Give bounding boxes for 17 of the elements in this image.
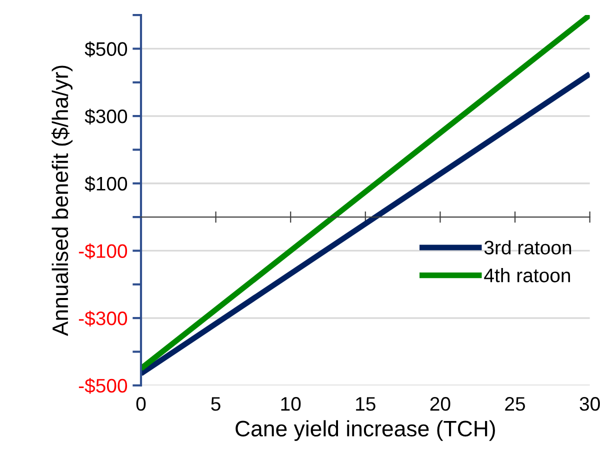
x-tick-label: 0 — [136, 397, 146, 411]
x-tick-label: 15 — [356, 397, 376, 411]
legend-label: 4th ratoon — [484, 268, 570, 282]
x-axis-title: Cane yield increase (TCH) — [236, 420, 495, 441]
x-tick-label: 30 — [580, 397, 600, 411]
y-tick-label: $500 — [84, 41, 128, 58]
y-tick-label: $300 — [84, 108, 128, 124]
y-tick-label: -$500 — [78, 378, 128, 394]
y-tick-label: -$300 — [78, 310, 128, 326]
x-tick-label: 10 — [281, 397, 301, 411]
x-tick-label: 25 — [505, 397, 525, 411]
y-tick-label: $100 — [84, 176, 128, 192]
y-tick-label: -$100 — [78, 243, 128, 260]
y-axis-title: Annualised benefit ($/ha/yr) — [51, 66, 73, 336]
x-tick-label: 5 — [211, 397, 220, 411]
legend-label: 3rd ratoon — [484, 240, 572, 254]
x-tick-label: 20 — [430, 397, 450, 411]
